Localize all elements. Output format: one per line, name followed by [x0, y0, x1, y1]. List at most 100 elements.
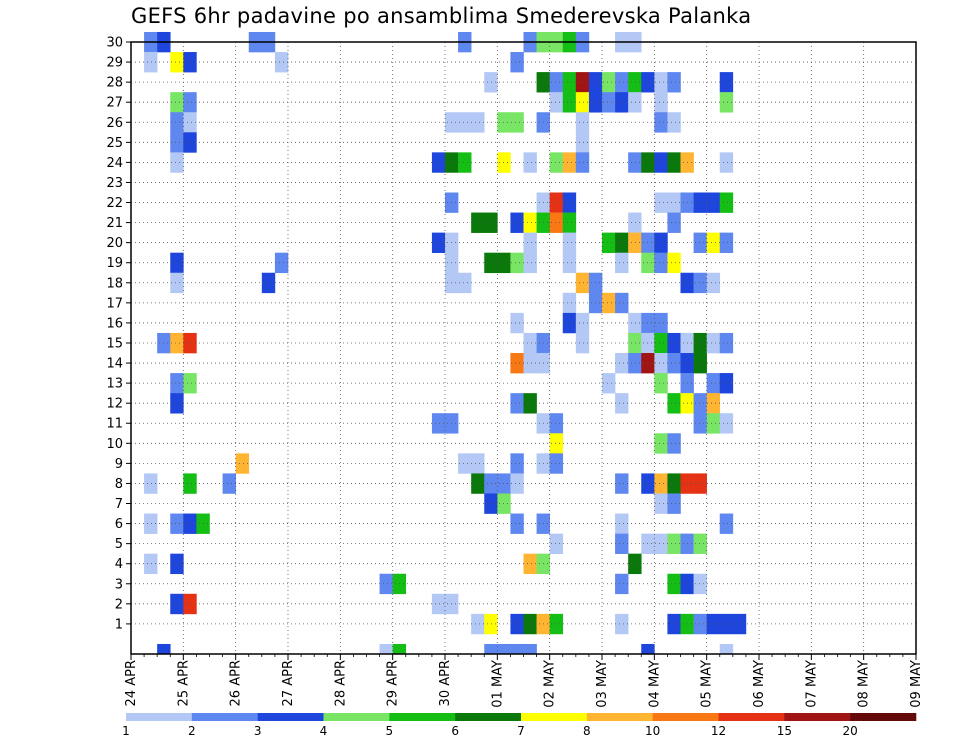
heatmap-cell [510, 212, 524, 233]
y-tick-label: 24 [106, 156, 123, 171]
heatmap-cell [484, 473, 498, 494]
heatmap-cell [458, 272, 472, 294]
heatmap-cell [654, 152, 668, 173]
heatmap-cell [693, 613, 707, 635]
heatmap-cell [667, 493, 681, 514]
heatmap-cell [549, 212, 564, 233]
heatmap-cell [497, 493, 511, 514]
heatmap-cell [719, 643, 734, 654]
heatmap-cell [615, 473, 629, 494]
y-tick-label: 29 [106, 56, 123, 71]
heatmap-cell [170, 513, 184, 534]
legend-label: 15 [777, 724, 792, 738]
heatmap-cell [693, 393, 707, 414]
heatmap-cell [602, 72, 616, 93]
x-tick-label: 04 MAY [647, 660, 662, 708]
y-tick-label: 15 [106, 336, 123, 351]
heatmap-cell [575, 132, 590, 153]
y-tick-label: 21 [106, 216, 123, 231]
heatmap-cell [654, 92, 668, 113]
heatmap-cell [615, 252, 629, 274]
heatmap-cell [654, 312, 668, 334]
heatmap-cell [523, 232, 537, 253]
heatmap-cell [471, 112, 485, 133]
heatmap-cell [458, 152, 472, 173]
heatmap-cell [431, 232, 446, 253]
heatmap-cell [510, 312, 524, 334]
legend-label: 8 [583, 724, 591, 738]
heatmap-cell [183, 473, 197, 494]
y-tick-label: 18 [106, 276, 123, 291]
y-tick-label: 17 [106, 296, 123, 311]
heatmap-cell [183, 92, 197, 113]
x-tick-label: 01 MAY [490, 660, 505, 708]
heatmap-cell [183, 112, 197, 133]
legend-swatch [455, 713, 522, 721]
heatmap-cell [693, 272, 707, 294]
heatmap-cell [484, 613, 498, 635]
heatmap-cell [575, 92, 590, 113]
legend-swatch [191, 713, 258, 721]
y-tick-label: 14 [106, 357, 123, 372]
x-tick-label: 27 APR [281, 660, 296, 706]
heatmap-cell [654, 72, 668, 93]
y-tick-label: 23 [106, 176, 123, 191]
heatmap-cell [615, 72, 629, 93]
heatmap-cell [562, 92, 577, 113]
heatmap-cell [641, 643, 655, 654]
y-tick-label: 2 [115, 597, 123, 612]
heatmap-cell [170, 152, 184, 173]
y-tick-label: 11 [106, 417, 123, 432]
heatmap-cell [510, 453, 524, 474]
legend-swatch [257, 713, 324, 721]
legend-label: 12 [711, 724, 726, 738]
x-tick-label: 30 APR [438, 660, 453, 706]
legend-swatch [126, 713, 193, 721]
heatmap-cell [497, 152, 511, 173]
heatmap-cell [497, 252, 511, 274]
heatmap-cell [575, 72, 590, 93]
heatmap-cell [628, 353, 642, 374]
heatmap-cell [523, 393, 537, 414]
heatmap-cell [562, 192, 577, 213]
x-tick-label: 09 MAY [909, 660, 924, 708]
heatmap-cell [549, 613, 564, 635]
heatmap-cell [654, 473, 668, 494]
heatmap-cell [497, 473, 511, 494]
legend-label: 4 [320, 724, 328, 738]
y-tick-label: 19 [106, 256, 123, 271]
heatmap-cell [615, 613, 629, 635]
heatmap-cell [274, 252, 289, 274]
legend-swatch [850, 713, 917, 721]
legend-swatch [521, 713, 588, 721]
heatmap-cell [615, 513, 629, 534]
heatmap-cell [628, 332, 642, 354]
heatmap-cell [575, 332, 590, 354]
heatmap-cell [615, 232, 629, 253]
heatmap-cell [693, 353, 707, 374]
heatmap-cell [523, 353, 537, 374]
heatmap-cell [471, 212, 485, 233]
heatmap-cell [549, 453, 564, 474]
heatmap-cell [523, 252, 537, 274]
heatmap-cell [431, 413, 446, 434]
heatmap-cell [170, 112, 184, 133]
heatmap-cell [523, 553, 537, 575]
legend-label: 6 [451, 724, 459, 738]
y-tick-label: 9 [115, 457, 123, 472]
heatmap-cell [144, 473, 158, 494]
y-tick-label: 13 [106, 377, 123, 392]
y-tick-label: 12 [106, 397, 123, 412]
heatmap-cell [693, 192, 707, 213]
legend-label: 7 [517, 724, 525, 738]
heatmap-cell [379, 573, 393, 595]
heatmap-cell [615, 393, 629, 414]
heatmap-cell [693, 533, 707, 554]
heatmap-cell [667, 533, 681, 554]
heatmap-cell [562, 312, 577, 334]
heatmap-cell [693, 332, 707, 354]
heatmap-cell [510, 473, 524, 494]
heatmap-cell [667, 613, 681, 635]
legend-label: 20 [843, 724, 858, 738]
